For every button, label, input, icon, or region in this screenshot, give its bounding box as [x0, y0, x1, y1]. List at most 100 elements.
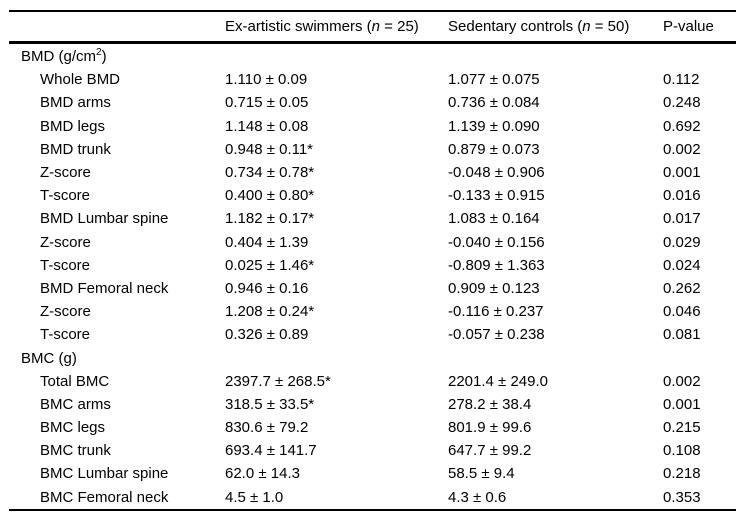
cell-sedentary-controls-value: 0.879 ± 0.073: [448, 140, 540, 158]
cell-p-value: 0.692: [663, 117, 701, 135]
table-data-row: Whole BMD 1.110 ± 0.09 1.077 ± 0.075 0.112: [9, 68, 736, 91]
cell-ex-artistic-swimmers-value: 4.5 ± 1.0: [225, 488, 284, 506]
cell-ex-artistic-swimmers-value: 830.6 ± 79.2: [225, 419, 309, 437]
row-label-text: T-score: [40, 187, 91, 205]
cell-p-value: 0.262: [663, 279, 701, 297]
cell-p-value: 0.002: [663, 140, 701, 158]
cell-sedentary-controls-value: 2201.4 ± 249.0: [448, 372, 548, 390]
cell-p-value: 0.215: [663, 419, 701, 437]
cell-ex-artistic-swimmers-value: 693.4 ± 141.7: [225, 442, 317, 460]
row-label-text: BMD trunk: [40, 140, 111, 158]
row-label: BMC legs: [9, 420, 225, 435]
header-ex-artistic-swimmers: Ex-artistic swimmers (n = 25): [225, 19, 448, 34]
cell-p-value: 0.029: [663, 233, 701, 251]
header-p-value: P-value: [663, 18, 714, 35]
cell-p-value: 0.024: [663, 256, 701, 274]
cell-ex-artistic-swimmers-value: 1.110 ± 0.09: [225, 71, 308, 89]
row-label: T-score: [9, 188, 225, 203]
row-label: BMD Lumbar spine: [9, 211, 225, 226]
cell-p-value: 0.016: [663, 187, 701, 205]
cell-sedentary-controls-value: 4.3 ± 0.6: [448, 488, 507, 506]
row-label: Z-score: [9, 304, 225, 319]
table-data-row: T-score 0.400 ± 0.80* -0.133 ± 0.915 0.016: [9, 184, 736, 207]
cell-p-value: 0.081: [663, 326, 701, 344]
row-label: BMD trunk: [9, 142, 225, 157]
row-label-text: Z-score: [40, 303, 91, 321]
row-label: BMC Femoral neck: [9, 490, 225, 505]
table-header-row: Ex-artistic swimmers (n = 25) Sedentary …: [9, 10, 736, 44]
table-data-row: BMC trunk 693.4 ± 141.7 647.7 ± 99.2 0.108: [9, 439, 736, 462]
cell-sedentary-controls-value: 801.9 ± 99.6: [448, 419, 532, 437]
table-data-row: BMC arms 318.5 ± 33.5* 278.2 ± 38.4 0.001: [9, 393, 736, 416]
cell-ex-artistic-swimmers-value: 1.148 ± 0.08: [225, 117, 309, 135]
row-label-text: BMC Lumbar spine: [40, 465, 169, 483]
cell-sedentary-controls-value: 0.909 ± 0.123: [448, 279, 540, 297]
cell-p-value: 0.218: [663, 465, 701, 483]
cell-ex-artistic-swimmers-value: 318.5 ± 33.5*: [225, 395, 315, 413]
row-label-text: Z-score: [40, 164, 91, 182]
cell-ex-artistic-swimmers-value: 0.400 ± 0.80*: [225, 187, 315, 205]
cell-ex-artistic-swimmers-value: 0.734 ± 0.78*: [225, 164, 315, 182]
table-data-row: Z-score 1.208 ± 0.24* -0.116 ± 0.237 0.046: [9, 300, 736, 323]
header-controls-n-italic: n: [582, 18, 591, 35]
cell-sedentary-controls-value: -0.040 ± 0.156: [448, 233, 545, 251]
cell-sedentary-controls-value: -0.048 ± 0.906: [448, 164, 545, 182]
row-label: BMC arms: [9, 397, 225, 412]
row-label-superscript: 2: [96, 47, 102, 59]
header-swimmers-n-italic: n: [371, 18, 381, 35]
row-label: Z-score: [9, 165, 225, 180]
table-data-row: Z-score 0.734 ± 0.78* -0.048 ± 0.906 0.001: [9, 161, 736, 184]
cell-ex-artistic-swimmers-value: 1.182 ± 0.17*: [225, 210, 315, 228]
row-label: BMD (g/cm2): [9, 47, 225, 66]
header-controls-prefix: Sedentary controls (: [448, 18, 583, 35]
table-section-row: BMD (g/cm2): [9, 45, 736, 68]
table-section-row: BMC (g): [9, 346, 736, 369]
row-label-text: BMD (g/cm: [21, 48, 96, 66]
cell-sedentary-controls-value: -0.133 ± 0.915: [448, 187, 545, 205]
table-data-row: BMD trunk 0.948 ± 0.11* 0.879 ± 0.073 0.002: [9, 138, 736, 161]
row-label-text: BMC legs: [40, 419, 106, 437]
row-label: T-score: [9, 258, 225, 273]
cell-ex-artistic-swimmers-value: 0.946 ± 0.16: [225, 279, 309, 297]
header-sedentary-controls: Sedentary controls (n = 50): [448, 19, 663, 34]
table-data-row: Total BMC 2397.7 ± 268.5* 2201.4 ± 249.0 0.…: [9, 370, 736, 393]
cell-p-value: 0.046: [663, 303, 701, 321]
cell-sedentary-controls-value: 58.5 ± 9.4: [448, 465, 515, 483]
table-data-row: BMC legs 830.6 ± 79.2 801.9 ± 99.6 0.215: [9, 416, 736, 439]
header-swimmers-rest: = 25): [380, 18, 419, 35]
cell-p-value: 0.248: [663, 94, 701, 112]
cell-ex-artistic-swimmers-value: 0.326 ± 0.89: [225, 326, 309, 344]
row-label-text: Total BMC: [40, 372, 110, 390]
table-data-row: BMC Femoral neck 4.5 ± 1.0 4.3 ± 0.6 0.353: [9, 486, 736, 509]
table-data-row: BMD arms 0.715 ± 0.05 0.736 ± 0.084 0.248: [9, 91, 736, 114]
cell-ex-artistic-swimmers-value: 2397.7 ± 268.5*: [225, 372, 331, 390]
table-data-row: BMC Lumbar spine 62.0 ± 14.3 58.5 ± 9.4 0.2…: [9, 462, 736, 485]
cell-ex-artistic-swimmers-value: 0.948 ± 0.11*: [225, 140, 314, 158]
row-label-text: BMC Femoral neck: [40, 488, 169, 506]
cell-sedentary-controls-value: 1.077 ± 0.075: [448, 71, 540, 89]
row-label: BMD legs: [9, 119, 225, 134]
row-label: Total BMC: [9, 374, 225, 389]
table-body: BMD (g/cm2) Whole BMD 1.110 ± 0.09 1.077 ± …: [9, 44, 736, 511]
row-label: BMC Lumbar spine: [9, 466, 225, 481]
row-label: Whole BMD: [9, 72, 225, 87]
table-data-row: T-score 0.326 ± 0.89 -0.057 ± 0.238 0.081: [9, 323, 736, 346]
cell-p-value: 0.001: [663, 164, 701, 182]
row-label-text: Whole BMD: [40, 71, 121, 89]
table-data-row: BMD Femoral neck 0.946 ± 0.16 0.909 ± 0.12…: [9, 277, 736, 300]
cell-ex-artistic-swimmers-value: 0.025 ± 1.46*: [225, 256, 315, 274]
cell-p-value: 0.002: [663, 372, 701, 390]
row-label-text: BMD Lumbar spine: [40, 210, 169, 228]
cell-sedentary-controls-value: -0.057 ± 0.238: [448, 326, 545, 344]
row-label-text: BMC trunk: [40, 442, 111, 460]
row-label-text: BMC arms: [40, 395, 111, 413]
row-label-text: T-score: [40, 326, 91, 344]
cell-sedentary-controls-value: 278.2 ± 38.4: [448, 395, 532, 413]
table-data-row: T-score 0.025 ± 1.46* -0.809 ± 1.363 0.024: [9, 254, 736, 277]
row-label: Z-score: [9, 235, 225, 250]
row-label: BMC (g): [9, 351, 225, 366]
table-data-row: BMD Lumbar spine 1.182 ± 0.17* 1.083 ± 0.1…: [9, 207, 736, 230]
row-label-text: BMD legs: [40, 117, 106, 135]
cell-ex-artistic-swimmers-value: 62.0 ± 14.3: [225, 465, 300, 483]
cell-p-value: 0.001: [663, 395, 701, 413]
